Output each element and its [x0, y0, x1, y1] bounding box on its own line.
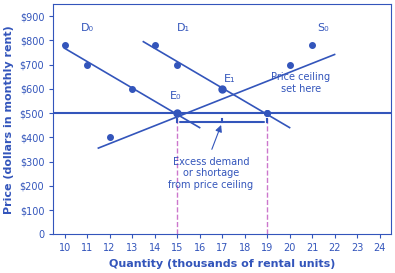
- Text: D₁: D₁: [177, 23, 190, 33]
- X-axis label: Quantity (thousands of rental units): Quantity (thousands of rental units): [109, 259, 335, 269]
- Text: D₀: D₀: [81, 23, 94, 33]
- Text: S₀: S₀: [318, 23, 329, 33]
- Text: E₀: E₀: [170, 91, 182, 101]
- Text: E₁: E₁: [224, 74, 236, 84]
- Text: Excess demand
or shortage
from price ceiling: Excess demand or shortage from price cei…: [168, 157, 254, 190]
- Y-axis label: Price (dollars in monthly rent): Price (dollars in monthly rent): [4, 25, 14, 213]
- Text: Price ceiling
set here: Price ceiling set here: [271, 72, 330, 94]
